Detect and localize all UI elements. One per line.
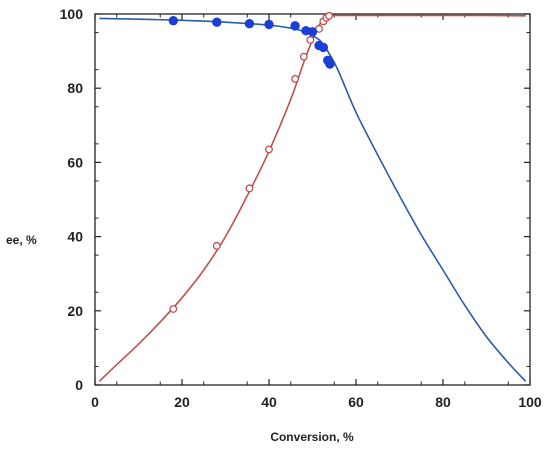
y-axis-label: ee, % xyxy=(6,233,37,247)
series-line xyxy=(98,14,526,382)
open-data-point xyxy=(245,184,254,193)
y-tick-label: 60 xyxy=(67,154,83,170)
open-data-point xyxy=(299,52,308,61)
series-line xyxy=(99,17,527,382)
marker-layer xyxy=(168,11,335,313)
x-tick-label: 0 xyxy=(91,394,99,410)
filled-data-point xyxy=(212,17,222,27)
open-data-point xyxy=(291,74,300,83)
x-tick-label: 40 xyxy=(261,394,277,410)
axes-layer: 0 20 40 60 80 100 0 20 40 60 80 100 xyxy=(60,6,542,410)
filled-data-point xyxy=(290,21,300,31)
filled-data-point xyxy=(264,19,274,30)
y-tick-label: 80 xyxy=(67,80,83,96)
y-tick-label: 0 xyxy=(75,377,83,393)
filled-data-point xyxy=(325,59,335,69)
open-data-point xyxy=(169,304,178,313)
x-tick-label: 20 xyxy=(174,394,190,410)
filled-data-point xyxy=(318,42,329,53)
y-tick-label: 100 xyxy=(60,6,84,22)
open-data-point xyxy=(306,36,315,44)
x-axis-label: Conversion, % xyxy=(270,430,354,444)
series-layer xyxy=(98,14,527,382)
x-tick-label: 80 xyxy=(435,394,451,410)
y-tick-label: 40 xyxy=(67,229,83,245)
filled-data-point xyxy=(168,15,179,26)
open-data-point xyxy=(265,145,273,154)
x-tick-label: 100 xyxy=(518,394,542,410)
open-data-point xyxy=(212,241,221,250)
x-tick-label: 60 xyxy=(348,394,364,410)
open-data-point xyxy=(325,11,333,20)
plot-frame xyxy=(94,13,531,386)
filled-data-point xyxy=(307,27,318,37)
filled-data-point xyxy=(244,18,255,29)
y-tick-label: 20 xyxy=(67,303,83,319)
